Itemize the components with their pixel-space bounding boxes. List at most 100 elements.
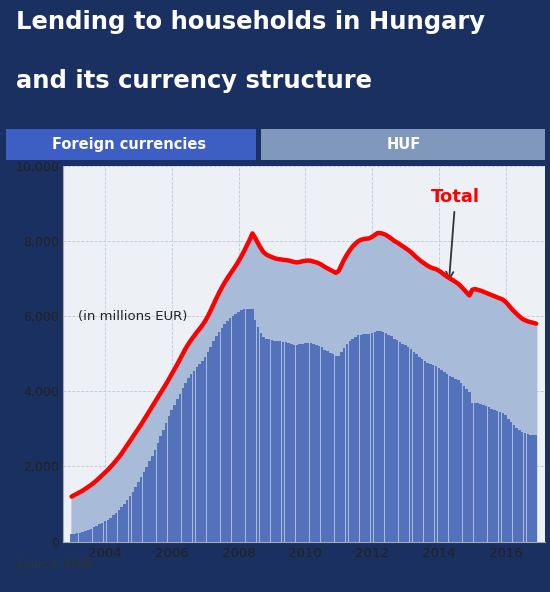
Bar bbox=[438, 368, 440, 542]
Bar bbox=[429, 364, 432, 542]
Bar bbox=[296, 345, 298, 542]
Bar bbox=[282, 342, 284, 542]
Bar bbox=[142, 472, 145, 542]
Bar bbox=[399, 342, 401, 542]
Bar bbox=[362, 334, 365, 542]
Bar bbox=[479, 404, 482, 542]
Bar bbox=[107, 520, 109, 542]
Bar bbox=[284, 342, 287, 542]
Bar bbox=[390, 336, 393, 542]
Bar bbox=[126, 500, 129, 542]
Bar bbox=[140, 477, 142, 542]
Bar bbox=[426, 363, 429, 542]
Bar bbox=[373, 332, 376, 542]
Bar bbox=[368, 334, 371, 542]
Bar bbox=[346, 345, 348, 542]
Bar bbox=[402, 343, 404, 542]
Bar bbox=[515, 428, 518, 542]
Bar bbox=[404, 345, 406, 542]
Bar bbox=[84, 531, 87, 542]
Bar bbox=[535, 435, 537, 542]
Bar bbox=[279, 342, 282, 542]
Bar bbox=[499, 412, 501, 542]
Bar bbox=[165, 423, 167, 542]
Bar bbox=[6, 129, 256, 160]
Bar bbox=[357, 335, 359, 542]
Bar bbox=[109, 517, 112, 542]
Bar bbox=[424, 361, 426, 542]
Bar bbox=[290, 344, 293, 542]
Bar bbox=[504, 416, 507, 542]
Bar bbox=[123, 504, 126, 542]
Bar bbox=[299, 345, 301, 542]
Bar bbox=[321, 348, 323, 542]
Bar bbox=[229, 318, 232, 542]
Bar bbox=[260, 333, 262, 542]
Bar bbox=[532, 435, 535, 542]
Bar bbox=[521, 432, 524, 542]
Bar bbox=[323, 350, 326, 542]
Bar bbox=[441, 369, 443, 542]
Text: Foreign currencies: Foreign currencies bbox=[52, 137, 206, 152]
Bar bbox=[246, 308, 248, 542]
Bar bbox=[98, 524, 101, 542]
Bar bbox=[376, 331, 379, 542]
Bar bbox=[407, 347, 409, 542]
Bar bbox=[257, 327, 259, 542]
Bar bbox=[471, 403, 474, 542]
Bar bbox=[199, 364, 201, 542]
Bar bbox=[476, 403, 479, 542]
Bar bbox=[249, 308, 251, 542]
Bar bbox=[384, 333, 387, 542]
Bar bbox=[343, 348, 345, 542]
Bar bbox=[463, 386, 465, 542]
Bar bbox=[204, 357, 206, 542]
Bar bbox=[137, 482, 140, 542]
Bar bbox=[182, 388, 184, 542]
Bar bbox=[176, 399, 179, 542]
Bar bbox=[332, 355, 334, 542]
Bar bbox=[157, 443, 159, 542]
Bar bbox=[351, 339, 354, 542]
Bar bbox=[513, 425, 515, 542]
Bar bbox=[301, 343, 304, 542]
Bar bbox=[87, 530, 90, 542]
Bar bbox=[396, 340, 398, 542]
Bar bbox=[240, 310, 243, 542]
Bar bbox=[251, 308, 254, 542]
Text: (in millions EUR): (in millions EUR) bbox=[78, 310, 187, 323]
Bar bbox=[79, 533, 81, 542]
Bar bbox=[134, 487, 137, 542]
Bar bbox=[81, 532, 84, 542]
Bar bbox=[318, 346, 321, 542]
Bar bbox=[293, 345, 295, 542]
Bar bbox=[212, 342, 214, 542]
Bar bbox=[474, 403, 476, 542]
Bar bbox=[315, 345, 318, 542]
Bar bbox=[273, 341, 276, 542]
Bar bbox=[310, 343, 312, 542]
Bar bbox=[465, 389, 468, 542]
Bar bbox=[329, 353, 332, 542]
Bar bbox=[360, 334, 362, 542]
Bar bbox=[195, 367, 198, 542]
Bar bbox=[349, 342, 351, 542]
Bar bbox=[168, 417, 170, 542]
Bar bbox=[529, 435, 532, 542]
Bar bbox=[104, 521, 106, 542]
Bar bbox=[507, 419, 510, 542]
Bar bbox=[215, 336, 217, 542]
Bar bbox=[187, 378, 190, 542]
Bar bbox=[223, 324, 226, 542]
Bar bbox=[410, 349, 412, 542]
Bar bbox=[387, 334, 390, 542]
Bar bbox=[449, 375, 451, 542]
Bar bbox=[443, 372, 446, 542]
Bar bbox=[95, 526, 98, 542]
Bar bbox=[307, 343, 309, 542]
Bar bbox=[243, 310, 245, 542]
Text: Total: Total bbox=[431, 188, 480, 279]
Bar bbox=[115, 513, 117, 542]
Bar bbox=[76, 533, 79, 542]
Bar bbox=[184, 382, 187, 542]
